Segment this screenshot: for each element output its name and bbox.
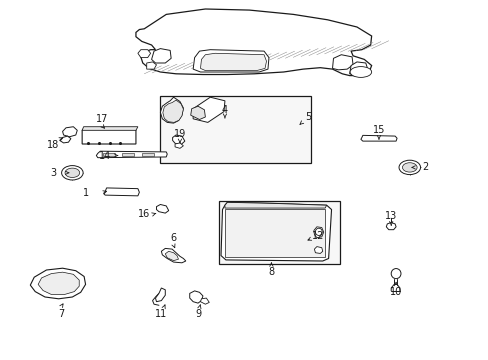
Polygon shape bbox=[175, 143, 183, 148]
Polygon shape bbox=[30, 268, 85, 299]
Text: 1: 1 bbox=[82, 188, 88, 198]
Text: 6: 6 bbox=[170, 233, 176, 243]
Polygon shape bbox=[221, 202, 331, 261]
Polygon shape bbox=[62, 127, 77, 137]
Polygon shape bbox=[332, 55, 352, 70]
Polygon shape bbox=[82, 127, 138, 130]
Text: 15: 15 bbox=[372, 125, 385, 135]
Polygon shape bbox=[142, 153, 154, 156]
Polygon shape bbox=[155, 288, 165, 302]
Polygon shape bbox=[349, 62, 367, 76]
Text: 19: 19 bbox=[173, 129, 186, 139]
Text: 4: 4 bbox=[222, 105, 227, 115]
Text: 18: 18 bbox=[46, 140, 59, 150]
Polygon shape bbox=[82, 129, 136, 144]
Ellipse shape bbox=[349, 67, 371, 77]
Polygon shape bbox=[136, 9, 371, 76]
Ellipse shape bbox=[61, 166, 83, 180]
Polygon shape bbox=[314, 247, 322, 253]
Polygon shape bbox=[38, 272, 79, 294]
Text: 7: 7 bbox=[58, 309, 64, 319]
Text: 13: 13 bbox=[384, 211, 397, 221]
Polygon shape bbox=[163, 100, 183, 122]
Polygon shape bbox=[102, 153, 115, 156]
Polygon shape bbox=[190, 106, 205, 120]
Polygon shape bbox=[172, 135, 184, 145]
Text: 8: 8 bbox=[268, 267, 274, 277]
Text: 5: 5 bbox=[305, 112, 310, 122]
Polygon shape bbox=[103, 188, 139, 196]
Polygon shape bbox=[165, 251, 178, 261]
Ellipse shape bbox=[65, 168, 80, 177]
Text: 11: 11 bbox=[155, 309, 167, 319]
Polygon shape bbox=[224, 209, 325, 257]
Polygon shape bbox=[146, 62, 156, 69]
Polygon shape bbox=[60, 136, 71, 143]
Polygon shape bbox=[96, 151, 167, 158]
Text: 16: 16 bbox=[138, 209, 150, 219]
Ellipse shape bbox=[315, 228, 322, 235]
Text: 3: 3 bbox=[51, 168, 57, 178]
Polygon shape bbox=[189, 291, 203, 303]
Bar bbox=[218, 201, 339, 264]
Text: 17: 17 bbox=[95, 114, 108, 124]
Text: 12: 12 bbox=[311, 231, 324, 241]
Polygon shape bbox=[193, 50, 268, 72]
Polygon shape bbox=[160, 97, 183, 123]
Polygon shape bbox=[360, 135, 396, 141]
Text: 2: 2 bbox=[422, 162, 427, 172]
Polygon shape bbox=[151, 49, 171, 63]
Bar bbox=[160, 96, 310, 163]
Polygon shape bbox=[161, 248, 185, 263]
Polygon shape bbox=[313, 227, 323, 238]
Text: 10: 10 bbox=[389, 287, 402, 297]
Ellipse shape bbox=[398, 160, 420, 175]
Polygon shape bbox=[138, 50, 150, 58]
Polygon shape bbox=[122, 153, 134, 156]
Polygon shape bbox=[200, 298, 209, 304]
Text: 9: 9 bbox=[195, 309, 201, 319]
Text: 14: 14 bbox=[99, 150, 111, 161]
Polygon shape bbox=[224, 202, 326, 208]
Polygon shape bbox=[193, 97, 224, 122]
Polygon shape bbox=[386, 222, 395, 230]
Ellipse shape bbox=[402, 163, 416, 172]
Polygon shape bbox=[200, 53, 266, 71]
Ellipse shape bbox=[390, 269, 400, 279]
Polygon shape bbox=[156, 204, 168, 213]
